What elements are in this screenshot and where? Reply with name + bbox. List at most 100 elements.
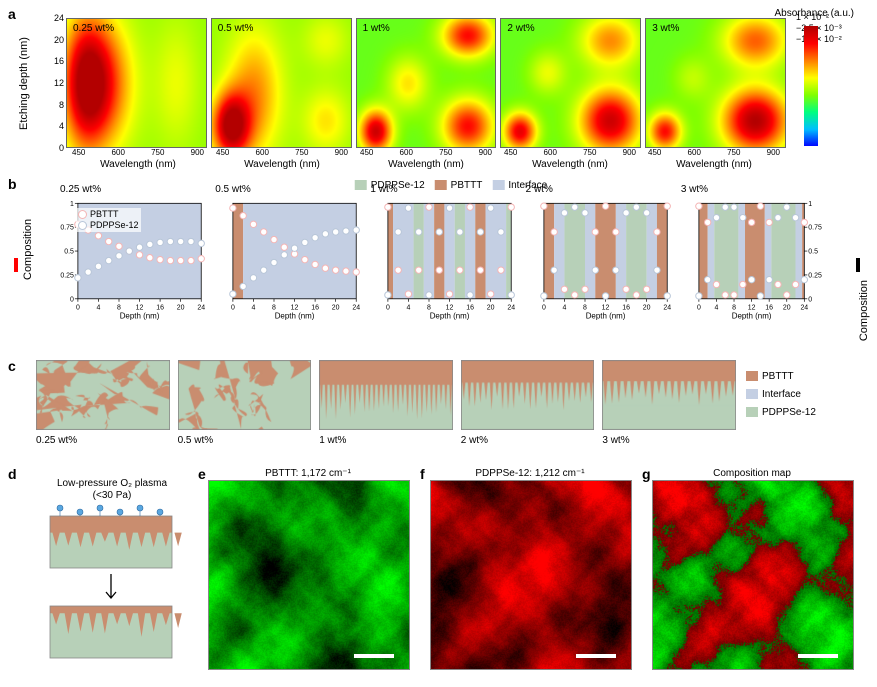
panel-label-b: b <box>8 176 17 192</box>
panel-d-label-line2: (<30 Pa) <box>93 490 132 501</box>
svg-text:12: 12 <box>136 305 144 312</box>
svg-text:0.75: 0.75 <box>808 225 822 232</box>
row-c: 0.25 wt%0.5 wt%1 wt%2 wt%3 wt% PBTTTInte… <box>36 360 856 460</box>
morphology-1: 0.5 wt% <box>178 360 312 430</box>
row-b: PDPPSe-12PBTTTInterface Composition Comp… <box>36 182 856 350</box>
panel-f-title: PDPPSe-12: 1,212 cm⁻¹ <box>430 468 630 479</box>
colorbar-title: Absorbance (a.u.) <box>775 8 855 19</box>
raman-e-canvas <box>208 480 410 670</box>
morphology-2: 1 wt% <box>319 360 453 430</box>
composition-plot-label-3: 2 wt% <box>526 184 553 195</box>
heatmap-label-2: 1 wt% <box>363 23 390 34</box>
rowC-legend: PBTTTInterfacePDPPSe-12 <box>746 368 846 422</box>
svg-text:4: 4 <box>714 305 718 312</box>
composition-plot-4: 3 wt%0481216202400.250.50.751Depth (nm) <box>677 196 826 326</box>
rowC-legend-item: Interface <box>746 386 846 404</box>
heatmap-4: 3 wt% <box>645 18 786 148</box>
scalebar-f <box>576 654 616 658</box>
svg-text:0: 0 <box>697 305 701 312</box>
heatmap-1: 0.5 wt% <box>211 18 352 148</box>
row-a: Etching depth (nm) 04812162024 0.25 wt%0… <box>36 10 856 170</box>
panel-g-title: Composition map <box>652 468 852 479</box>
morphology-label-2: 1 wt% <box>319 435 346 446</box>
svg-text:20: 20 <box>783 305 791 312</box>
svg-text:12: 12 <box>446 305 454 312</box>
panel-label-a: a <box>8 6 16 22</box>
panel-e-title: PBTTT: 1,172 cm⁻¹ <box>208 468 408 479</box>
heatmap-xlabel-4: 450600750900Wavelength (nm) <box>642 148 786 170</box>
panel-label-c: c <box>8 358 16 374</box>
heatmap-xlabel-3: 450600750900Wavelength (nm) <box>498 148 642 170</box>
svg-text:16: 16 <box>311 305 319 312</box>
red-mark-left <box>14 196 18 326</box>
raman-f-canvas <box>430 480 632 670</box>
svg-text:24: 24 <box>800 305 808 312</box>
svg-text:4: 4 <box>407 305 411 312</box>
scalebar-g <box>798 654 838 658</box>
svg-text:0: 0 <box>542 305 546 312</box>
heatmap-label-3: 2 wt% <box>507 23 534 34</box>
svg-text:0: 0 <box>808 296 812 303</box>
figure-root: a Etching depth (nm) 04812162024 0.25 wt… <box>0 0 877 687</box>
rowC-panels: 0.25 wt%0.5 wt%1 wt%2 wt%3 wt% <box>36 360 736 430</box>
svg-text:8: 8 <box>117 305 121 312</box>
panel-d-label-line1: Low-pressure O₂ plasma <box>57 478 167 489</box>
svg-text:20: 20 <box>177 305 185 312</box>
composition-plot-3: 2 wt%04812162024Depth (nm) <box>522 196 671 326</box>
composition-plot-2: 1 wt%04812162024Depth (nm) <box>366 196 515 326</box>
morphology-label-0: 0.25 wt% <box>36 435 77 446</box>
rowC-legend-item: PDPPSe-12 <box>746 404 846 422</box>
colorbar: Absorbance (a.u.) 1 × 10⁻²−2.5 × 10⁻³−1.… <box>796 12 852 162</box>
red-mark-right <box>856 196 860 326</box>
svg-text:16: 16 <box>156 305 164 312</box>
svg-text:4: 4 <box>252 305 256 312</box>
composition-plot-label-0: 0.25 wt% <box>60 184 101 195</box>
svg-text:24: 24 <box>353 305 361 312</box>
svg-text:8: 8 <box>732 305 736 312</box>
rowB-plots: 0.25 wt%0481216202400.250.50.751Depth (n… <box>56 196 826 326</box>
morphology-label-3: 2 wt% <box>461 435 488 446</box>
svg-text:0.25: 0.25 <box>808 272 822 279</box>
heatmap-xlabel-0: 450600750900Wavelength (nm) <box>66 148 210 170</box>
rowA-yticks: 04812162024 <box>42 18 66 148</box>
svg-text:16: 16 <box>467 305 475 312</box>
row-d-g: Low-pressure O₂ plasma (<30 Pa) PBTTT: 1… <box>14 474 864 680</box>
svg-text:0: 0 <box>231 305 235 312</box>
rowC-legend-item: PBTTT <box>746 368 846 386</box>
svg-text:Depth (nm): Depth (nm) <box>585 312 625 321</box>
composition-plot-label-4: 3 wt% <box>681 184 708 195</box>
svg-text:20: 20 <box>487 305 495 312</box>
svg-text:12: 12 <box>291 305 299 312</box>
svg-text:1: 1 <box>70 201 74 208</box>
heatmap-0: 0.25 wt% <box>66 18 207 148</box>
panel-f: PDPPSe-12: 1,212 cm⁻¹ <box>430 480 630 668</box>
svg-text:Depth (nm): Depth (nm) <box>275 312 315 321</box>
rowB-series-legend: PBTTTPDPPSe-12 <box>76 208 141 232</box>
composition-plot-1: 0.5 wt%04812162024Depth (nm) <box>211 196 360 326</box>
heatmap-2: 1 wt% <box>356 18 497 148</box>
svg-text:8: 8 <box>427 305 431 312</box>
svg-text:0.75: 0.75 <box>60 225 74 232</box>
composition-plot-label-2: 1 wt% <box>370 184 397 195</box>
heatmap-label-0: 0.25 wt% <box>73 23 114 34</box>
svg-text:0.5: 0.5 <box>808 249 818 256</box>
rowA-ylabel: Etching depth (nm) <box>18 37 30 130</box>
panel-d: Low-pressure O₂ plasma (<30 Pa) <box>36 480 186 668</box>
svg-text:16: 16 <box>765 305 773 312</box>
svg-text:20: 20 <box>642 305 650 312</box>
scalebar-e <box>354 654 394 658</box>
svg-text:4: 4 <box>562 305 566 312</box>
composition-plot-label-1: 0.5 wt% <box>215 184 251 195</box>
morphology-3: 2 wt% <box>461 360 595 430</box>
svg-text:12: 12 <box>748 305 756 312</box>
panel-d-label: Low-pressure O₂ plasma (<30 Pa) <box>52 478 172 502</box>
svg-text:24: 24 <box>508 305 516 312</box>
heatmap-label-4: 3 wt% <box>652 23 679 34</box>
svg-text:4: 4 <box>97 305 101 312</box>
svg-text:Depth (nm): Depth (nm) <box>430 312 470 321</box>
morphology-0: 0.25 wt% <box>36 360 170 430</box>
svg-text:0.25: 0.25 <box>60 272 74 279</box>
svg-text:0.5: 0.5 <box>64 249 74 256</box>
morphology-4: 3 wt% <box>602 360 736 430</box>
svg-text:0: 0 <box>386 305 390 312</box>
